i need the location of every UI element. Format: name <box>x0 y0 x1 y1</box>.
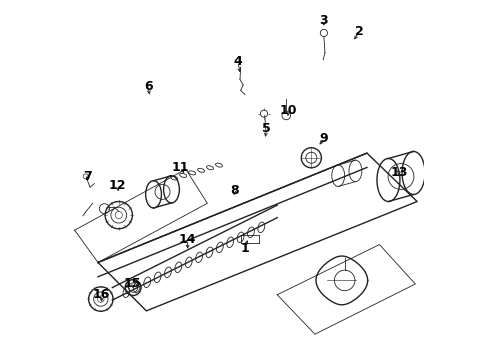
Text: 11: 11 <box>172 161 189 174</box>
Text: 2: 2 <box>355 25 364 38</box>
Text: 10: 10 <box>279 104 297 117</box>
Text: 5: 5 <box>262 122 271 135</box>
Text: 7: 7 <box>84 170 92 183</box>
Text: 12: 12 <box>109 179 126 192</box>
Text: 8: 8 <box>230 184 239 197</box>
Text: 1: 1 <box>241 242 249 255</box>
Text: 15: 15 <box>123 278 141 291</box>
Text: 6: 6 <box>144 80 152 93</box>
Text: 9: 9 <box>319 132 328 145</box>
Text: 4: 4 <box>233 55 242 68</box>
Text: 3: 3 <box>319 14 328 27</box>
Text: 16: 16 <box>93 288 110 301</box>
Text: 13: 13 <box>391 166 408 179</box>
Text: 14: 14 <box>179 233 196 246</box>
